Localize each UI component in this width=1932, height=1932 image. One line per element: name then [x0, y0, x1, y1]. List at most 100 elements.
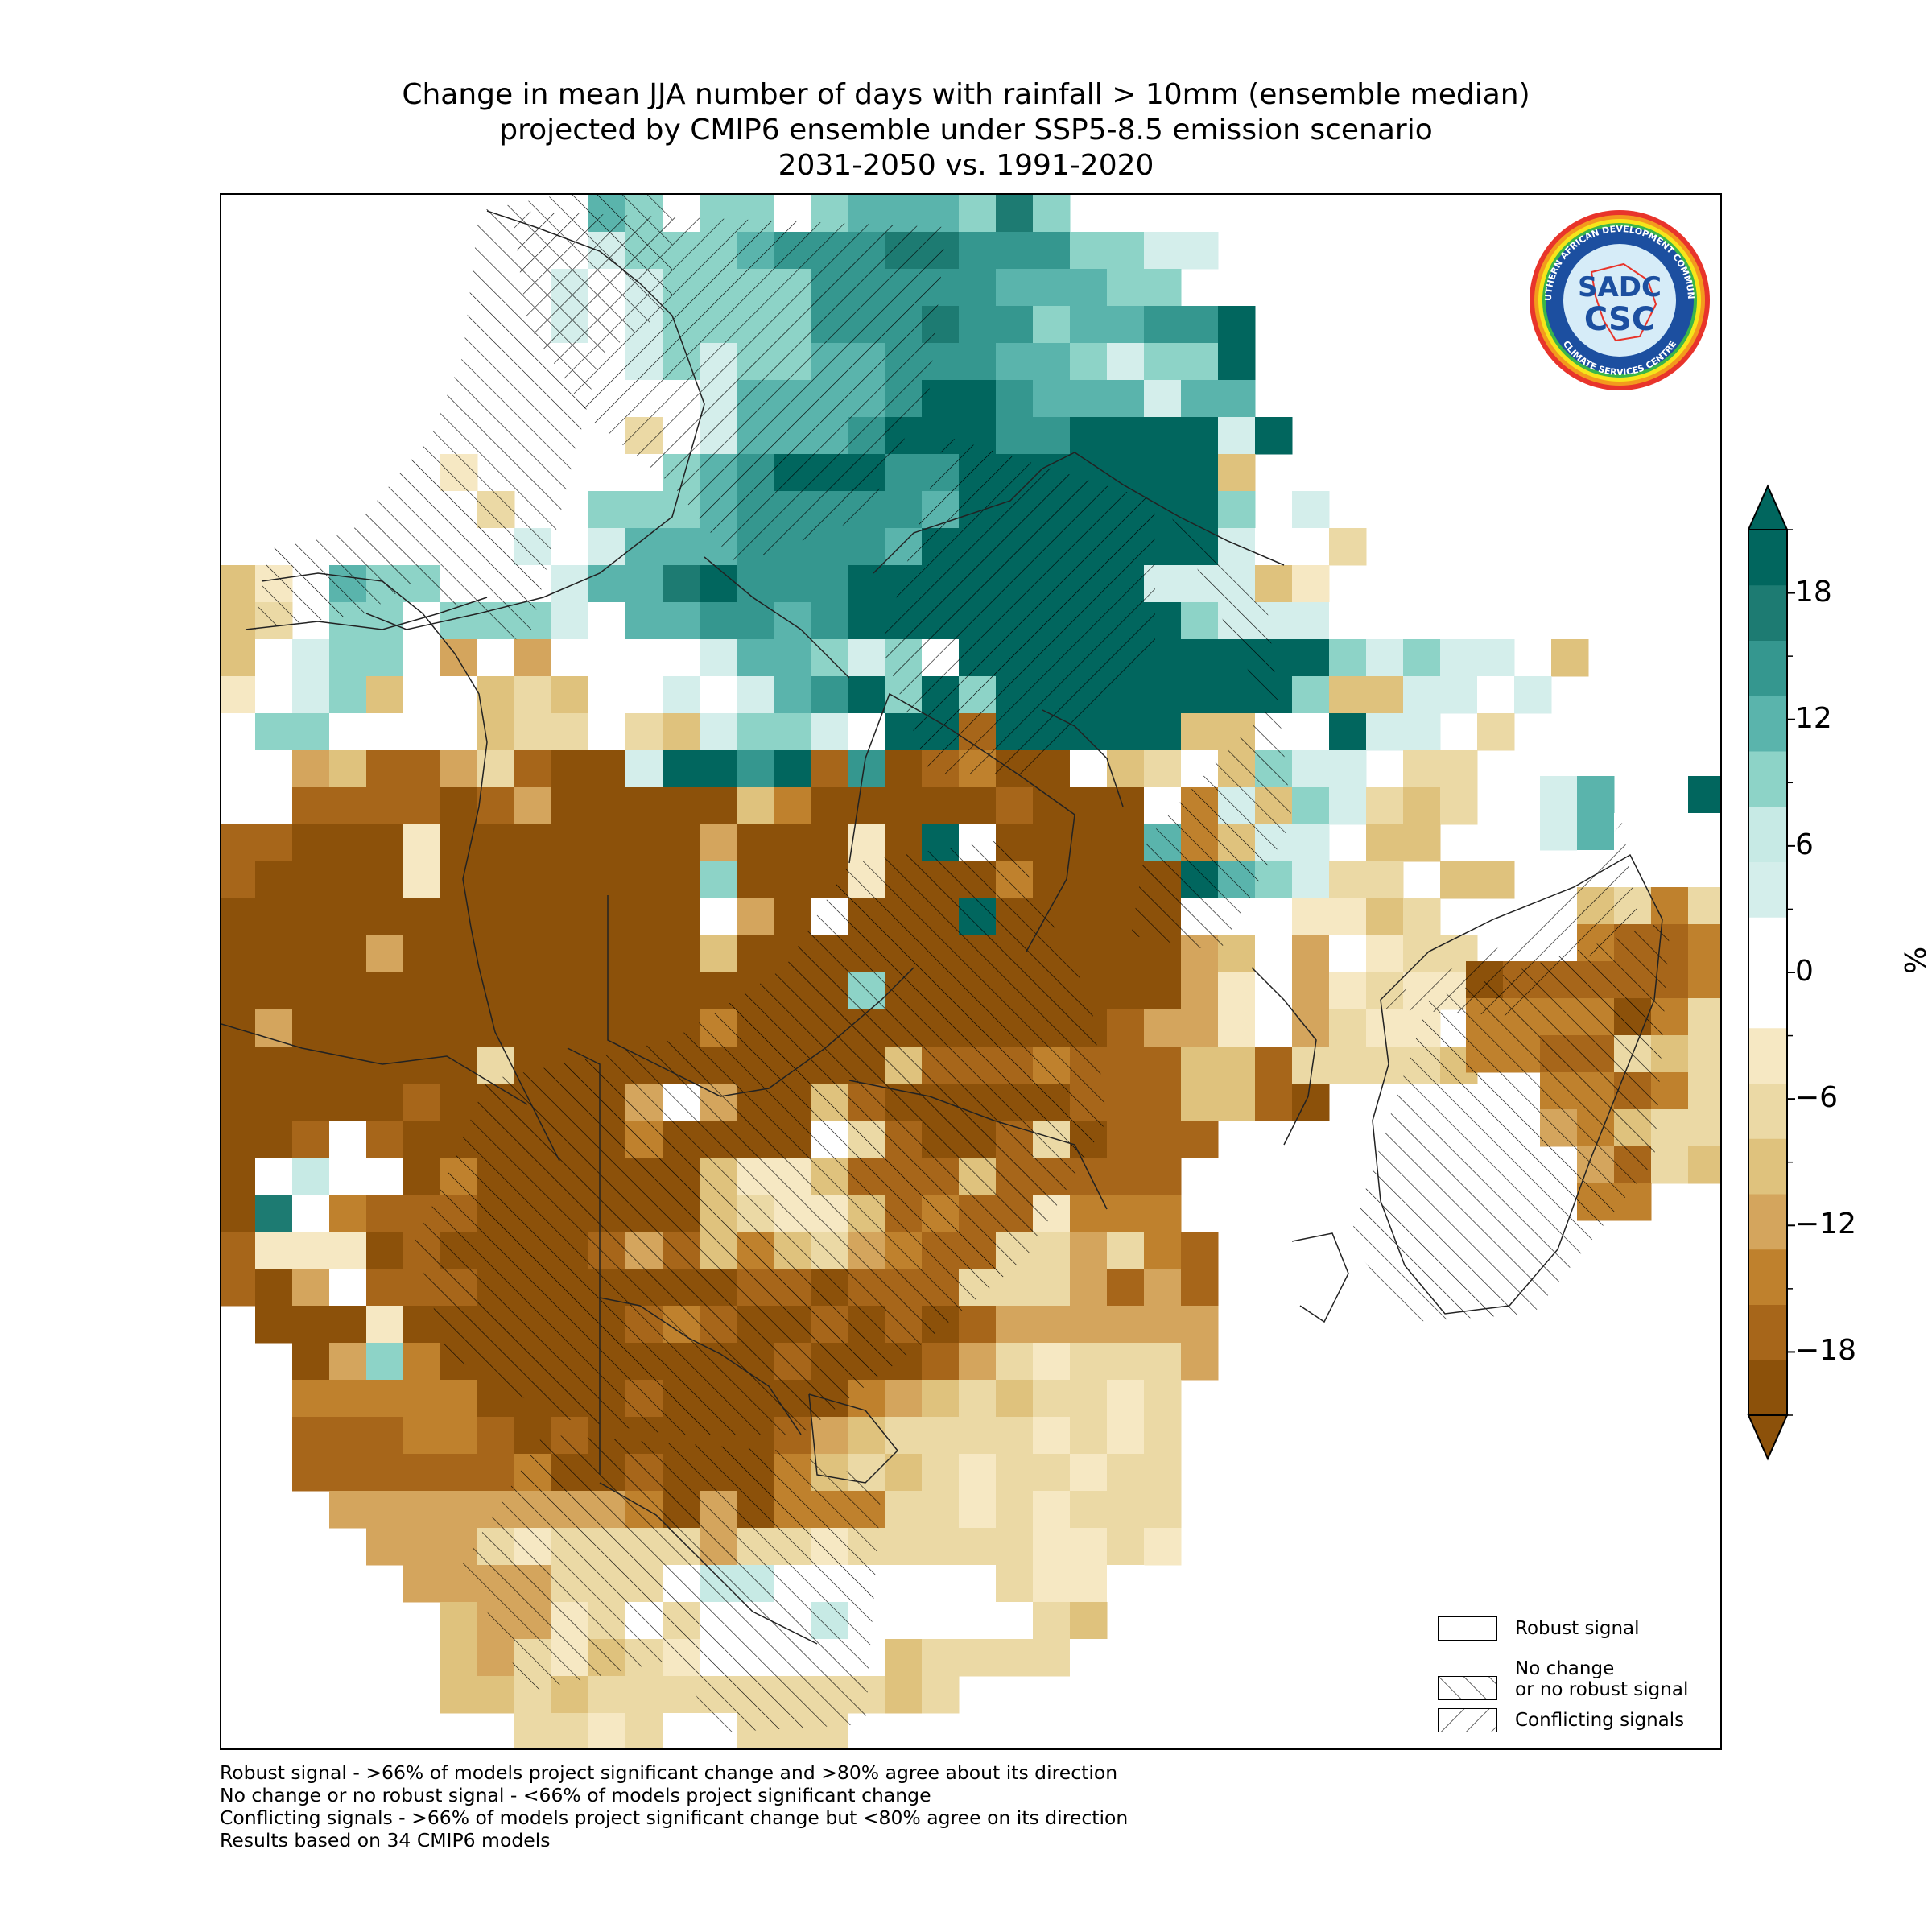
- colorbar: [1747, 484, 1795, 1461]
- grid-cell: [588, 861, 626, 899]
- grid-cell: [1033, 343, 1071, 381]
- grid-cell: [1033, 1639, 1071, 1677]
- border-line: [607, 895, 914, 1097]
- grid-cell: [255, 1084, 293, 1121]
- grid-cell: [1255, 1084, 1293, 1121]
- grid-cell: [477, 1676, 515, 1714]
- grid-cell: [514, 1713, 552, 1748]
- grid-cell: [366, 639, 404, 677]
- grid-cell: [440, 935, 478, 973]
- grid-cell: [1181, 972, 1219, 1010]
- grid-cell: [848, 528, 886, 566]
- grid-cell: [663, 1713, 700, 1748]
- colorbar-bin: [1748, 861, 1787, 918]
- colorbar-tick-label: 18: [1795, 575, 1832, 609]
- grid-cell: [440, 1084, 478, 1121]
- grid-cell: [1181, 1343, 1219, 1381]
- grid-cell: [403, 898, 441, 936]
- grid-cell: [1366, 1009, 1404, 1047]
- grid-cell: [329, 1343, 367, 1381]
- grid-cell: [1514, 676, 1552, 714]
- grid-cell: [1181, 676, 1219, 714]
- grid-cell: [663, 787, 700, 825]
- grid-cell: [1070, 1528, 1108, 1566]
- grid-cell: [922, 1676, 960, 1714]
- grid-cell: [774, 750, 811, 788]
- grid-cell: [366, 1121, 404, 1158]
- grid-cell: [551, 1713, 589, 1748]
- grid-cell: [403, 935, 441, 973]
- grid-cell: [1688, 887, 1720, 925]
- grid-cell: [477, 639, 515, 677]
- sadc-csc-logo: SOUTHERN AFRICAN DEVELOPMENT COMMUNITY C…: [1527, 208, 1710, 390]
- grid-cell: [440, 750, 478, 788]
- grid-cell: [1070, 1269, 1108, 1307]
- grid-cell: [1107, 1491, 1145, 1529]
- grid-cell: [959, 269, 997, 307]
- grid-cell: [1292, 1084, 1330, 1121]
- grid-cell: [366, 1343, 404, 1381]
- grid-cell: [959, 1380, 997, 1418]
- grid-cell: [959, 306, 997, 344]
- colorbar-extend-max: [1747, 484, 1789, 530]
- grid-cell: [1403, 898, 1441, 936]
- grid-cell: [1218, 1046, 1256, 1084]
- grid-cell: [996, 380, 1034, 418]
- grid-cell: [1107, 1565, 1145, 1603]
- grid-cell: [477, 898, 515, 936]
- grid-cell: [663, 528, 700, 566]
- grid-cell: [1181, 639, 1219, 677]
- colorbar-bin: [1748, 1083, 1787, 1139]
- grid-cell: [514, 639, 552, 677]
- grid-cell: [329, 972, 367, 1010]
- grid-cell: [255, 935, 293, 973]
- grid-cell: [255, 639, 293, 677]
- grid-cell: [255, 1306, 293, 1344]
- grid-cell: [737, 824, 774, 862]
- grid-cell: [811, 565, 848, 603]
- grid-cell: [221, 639, 256, 677]
- grid-cell: [1033, 824, 1071, 862]
- grid-cell: [1329, 898, 1367, 936]
- grid-cell: [663, 898, 700, 936]
- footnote-3: Conflicting signals - >66% of models pro…: [220, 1806, 1129, 1829]
- grid-cell: [588, 602, 626, 640]
- grid-cell: [996, 1565, 1034, 1603]
- hatch-no-robust-signal: [1131, 517, 1292, 952]
- grid-cell: [1292, 491, 1330, 529]
- grid-cell: [1144, 972, 1182, 1010]
- grid-cell: [1107, 824, 1145, 862]
- grid-cell: [292, 1121, 330, 1158]
- grid-cell: [551, 676, 589, 714]
- grid-cell: [292, 676, 330, 714]
- grid-cell: [1033, 1491, 1071, 1529]
- grid-cell: [588, 787, 626, 825]
- grid-cell: [885, 1639, 923, 1677]
- grid-cell: [959, 1639, 997, 1677]
- grid-cell: [922, 787, 960, 825]
- grid-cell: [1033, 1232, 1071, 1269]
- grid-cell: [440, 787, 478, 825]
- grid-cell: [848, 602, 886, 640]
- grid-cell: [700, 676, 737, 714]
- grid-cell: [292, 787, 330, 825]
- grid-cell: [1366, 898, 1404, 936]
- grid-cell: [1070, 306, 1108, 344]
- grid-cell: [1033, 1343, 1071, 1381]
- colorbar-tick-label: 6: [1795, 828, 1814, 861]
- grid-cell: [663, 713, 700, 751]
- grid-cell: [1403, 676, 1441, 714]
- grid-cell: [811, 713, 848, 751]
- grid-cell: [1366, 935, 1404, 973]
- grid-cell: [221, 1269, 256, 1307]
- footnotes: Robust signal - >66% of models project s…: [220, 1761, 1128, 1852]
- grid-cell: [811, 824, 848, 862]
- grid-cell: [811, 676, 848, 714]
- grid-cell: [1107, 232, 1145, 270]
- footnote-4: Results based on 34 CMIP6 models: [220, 1829, 551, 1852]
- grid-cell: [551, 972, 589, 1010]
- grid-cell: [1144, 1528, 1182, 1566]
- grid-cell: [329, 898, 367, 936]
- grid-cell: [440, 1676, 478, 1714]
- grid-cell: [366, 787, 404, 825]
